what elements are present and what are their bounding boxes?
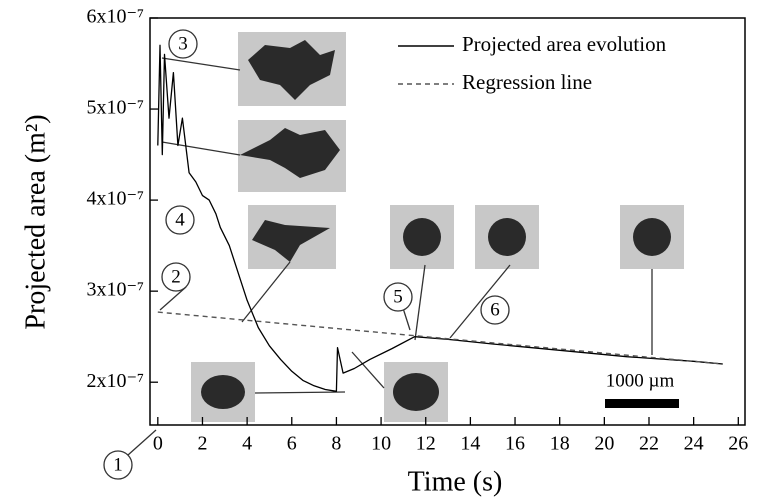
annotation-circle: [103, 450, 133, 480]
particle: [240, 128, 340, 178]
x-tick-label: 2: [197, 433, 207, 455]
particle: [633, 218, 671, 256]
annotation-circle: [165, 205, 195, 235]
leader: [414, 264, 426, 341]
annotation-circle: [383, 282, 413, 312]
leader: [161, 57, 241, 71]
y-tick-label: 2x10⁻⁷: [86, 370, 144, 392]
micrographs: [191, 32, 684, 422]
annotation-label: 6: [490, 299, 500, 320]
series-line: [157, 311, 723, 365]
legend-label: Regression line: [462, 70, 592, 94]
x-tick-label: 6: [287, 433, 297, 455]
x-tick-label: 24: [684, 433, 704, 455]
x-tick-label: 16: [505, 433, 525, 455]
annotation-circle: [168, 29, 198, 59]
annotation-label: 5: [393, 286, 403, 307]
x-tick-label: 26: [728, 433, 748, 455]
leader: [449, 264, 511, 339]
leader: [254, 391, 346, 394]
legend-label: Projected area evolution: [462, 32, 667, 56]
particle: [488, 218, 526, 256]
scale-bar-label: 1000 µm: [606, 370, 675, 391]
series-line: [157, 44, 723, 392]
annotation-label: 2: [171, 266, 181, 287]
particle: [403, 218, 441, 256]
y-tick-label: 3x10⁻⁷: [86, 279, 144, 301]
y-tick-label: 6x10⁻⁷: [86, 6, 144, 28]
leader: [351, 351, 385, 389]
annotation-label: 3: [178, 33, 188, 54]
y-tick-label: 5x10⁻⁷: [86, 97, 144, 119]
x-axis-title: Time (s): [408, 466, 503, 497]
x-tick-label: 14: [460, 433, 480, 455]
x-tick-label: 22: [639, 433, 659, 455]
particle: [201, 375, 245, 409]
y-tick-label: 4x10⁻⁷: [86, 188, 144, 210]
x-tick-label: 4: [242, 433, 252, 455]
leader: [159, 286, 187, 311]
particle: [248, 40, 335, 100]
particle: [252, 220, 330, 262]
leader: [161, 141, 241, 156]
x-tick-label: 0: [153, 433, 163, 455]
x-tick-label: 8: [331, 433, 341, 455]
scale-bar: [605, 399, 679, 408]
x-tick-label: 18: [550, 433, 570, 455]
x-tick-label: 10: [371, 433, 391, 455]
annotation-circle: [161, 262, 191, 292]
particle: [393, 373, 439, 411]
leader: [127, 429, 157, 456]
leader: [241, 261, 291, 323]
annotation-label: 4: [175, 209, 185, 230]
annotation-circle: [480, 295, 510, 325]
x-tick-label: 20: [594, 433, 614, 455]
annotation-label: 1: [113, 454, 123, 475]
x-tick-label: 12: [416, 433, 436, 455]
y-axis-title: Projected area (m²): [20, 114, 51, 329]
plot-frame: [149, 17, 746, 426]
